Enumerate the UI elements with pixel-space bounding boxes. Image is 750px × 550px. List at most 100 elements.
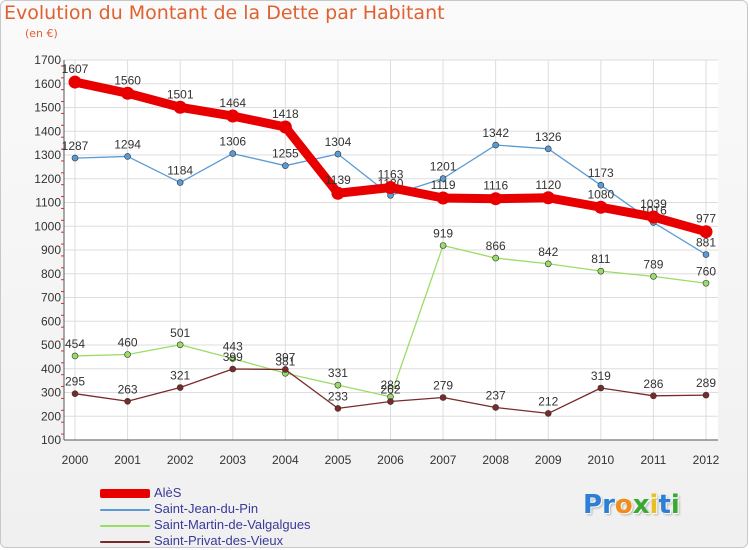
data-point bbox=[229, 365, 237, 373]
data-label: 1139 bbox=[325, 173, 351, 187]
data-label: 842 bbox=[538, 245, 558, 259]
data-label: 1116 bbox=[483, 179, 508, 193]
data-point bbox=[544, 260, 552, 268]
data-point bbox=[492, 254, 499, 262]
data-label: 1464 bbox=[219, 96, 246, 110]
data-point bbox=[699, 225, 713, 239]
data-point bbox=[173, 100, 187, 114]
legend-item: AlèS bbox=[100, 485, 400, 502]
data-label: 1342 bbox=[482, 126, 509, 140]
data-point bbox=[544, 410, 552, 417]
data-point bbox=[278, 120, 292, 134]
data-label: 811 bbox=[591, 252, 610, 266]
chart-subtitle: (en €) bbox=[25, 27, 58, 40]
data-point bbox=[71, 390, 79, 397]
data-label: 1306 bbox=[219, 135, 246, 149]
y-tick-label: 200 bbox=[41, 409, 61, 423]
data-point bbox=[702, 251, 710, 258]
data-label: 1326 bbox=[535, 130, 562, 144]
data-label: 321 bbox=[170, 369, 190, 383]
data-point bbox=[439, 175, 447, 182]
y-tick-label: 1600 bbox=[34, 77, 61, 91]
x-tick-label: 2002 bbox=[167, 453, 194, 467]
data-point bbox=[702, 279, 710, 287]
data-label: 1418 bbox=[272, 107, 299, 121]
data-point bbox=[702, 391, 710, 399]
data-label: 460 bbox=[118, 336, 138, 350]
logo-letter: i bbox=[670, 490, 680, 520]
legend-label: Saint-Martin-de-Valgalgues bbox=[154, 517, 311, 532]
x-tick-label: 2009 bbox=[535, 453, 562, 467]
y-tick-label: 1400 bbox=[34, 124, 61, 138]
data-point bbox=[176, 179, 184, 186]
data-point bbox=[384, 181, 397, 195]
data-point bbox=[492, 404, 499, 411]
data-label: 1080 bbox=[587, 187, 614, 201]
legend-label: Saint-Privat-des-Vieux bbox=[154, 533, 284, 548]
y-tick-label: 1200 bbox=[34, 172, 61, 186]
data-label: 381 bbox=[275, 354, 295, 368]
logo-letter: P bbox=[583, 490, 603, 520]
data-label: 1120 bbox=[535, 178, 561, 192]
data-point bbox=[544, 145, 552, 153]
data-label: 331 bbox=[328, 366, 348, 380]
y-tick-label: 1100 bbox=[35, 196, 61, 210]
data-label: 397 bbox=[275, 350, 295, 364]
data-label: 1255 bbox=[272, 147, 299, 161]
logo-letter: o bbox=[614, 490, 633, 520]
y-tick-label: 600 bbox=[41, 314, 61, 328]
data-label: 443 bbox=[223, 340, 243, 354]
legend-swatch bbox=[100, 489, 150, 498]
data-label: 282 bbox=[380, 378, 400, 392]
chart-legend: AlèS Saint-Jean-du-Pin Saint-Martin-de-Val… bbox=[100, 485, 400, 550]
x-tick-label: 2007 bbox=[430, 453, 457, 467]
x-tick-label: 2003 bbox=[219, 453, 246, 467]
x-tick-label: 2010 bbox=[587, 453, 614, 467]
chart-title: Evolution du Montant de la Dette par Hab… bbox=[4, 2, 445, 24]
data-point bbox=[71, 154, 79, 162]
data-point bbox=[176, 341, 184, 349]
legend-swatch bbox=[100, 541, 150, 543]
legend-swatch bbox=[100, 525, 150, 527]
data-point bbox=[282, 162, 289, 169]
data-label: 399 bbox=[223, 350, 243, 364]
x-tick-label: 2011 bbox=[641, 453, 667, 467]
data-point bbox=[226, 109, 240, 123]
data-point bbox=[121, 86, 135, 100]
data-label: 1201 bbox=[430, 160, 457, 174]
data-point bbox=[439, 242, 447, 249]
data-label: 263 bbox=[118, 382, 138, 396]
y-tick-label: 1700 bbox=[34, 53, 61, 67]
data-point bbox=[650, 392, 657, 400]
data-label: 1119 bbox=[431, 178, 456, 192]
data-label: 1039 bbox=[640, 197, 667, 211]
x-tick-label: 2004 bbox=[272, 453, 299, 467]
data-label: 279 bbox=[433, 378, 453, 392]
data-point bbox=[594, 200, 608, 214]
data-label: 319 bbox=[591, 369, 611, 383]
x-tick-label: 2008 bbox=[482, 453, 509, 467]
x-tick-label: 2012 bbox=[693, 453, 720, 467]
data-point bbox=[229, 355, 237, 362]
data-point bbox=[597, 384, 605, 392]
data-point bbox=[492, 141, 499, 149]
data-label: 866 bbox=[486, 239, 506, 253]
logo-letter: i bbox=[649, 490, 659, 520]
x-tick-label: 2006 bbox=[377, 453, 404, 467]
data-label: 289 bbox=[696, 376, 716, 390]
data-label: 1184 bbox=[167, 164, 193, 178]
data-label: 1607 bbox=[62, 62, 89, 76]
data-point bbox=[489, 192, 503, 206]
data-label: 1560 bbox=[114, 73, 141, 87]
data-point bbox=[597, 267, 605, 275]
data-point bbox=[436, 191, 450, 205]
logo-letter: r bbox=[602, 490, 615, 520]
y-tick-label: 400 bbox=[41, 362, 61, 376]
y-tick-label: 1500 bbox=[34, 101, 61, 115]
y-tick-label: 1000 bbox=[34, 219, 61, 233]
data-label: 212 bbox=[538, 394, 558, 408]
y-tick-label: 500 bbox=[41, 338, 61, 352]
data-label: 295 bbox=[65, 375, 85, 389]
data-point bbox=[176, 384, 184, 391]
data-point bbox=[646, 210, 660, 224]
